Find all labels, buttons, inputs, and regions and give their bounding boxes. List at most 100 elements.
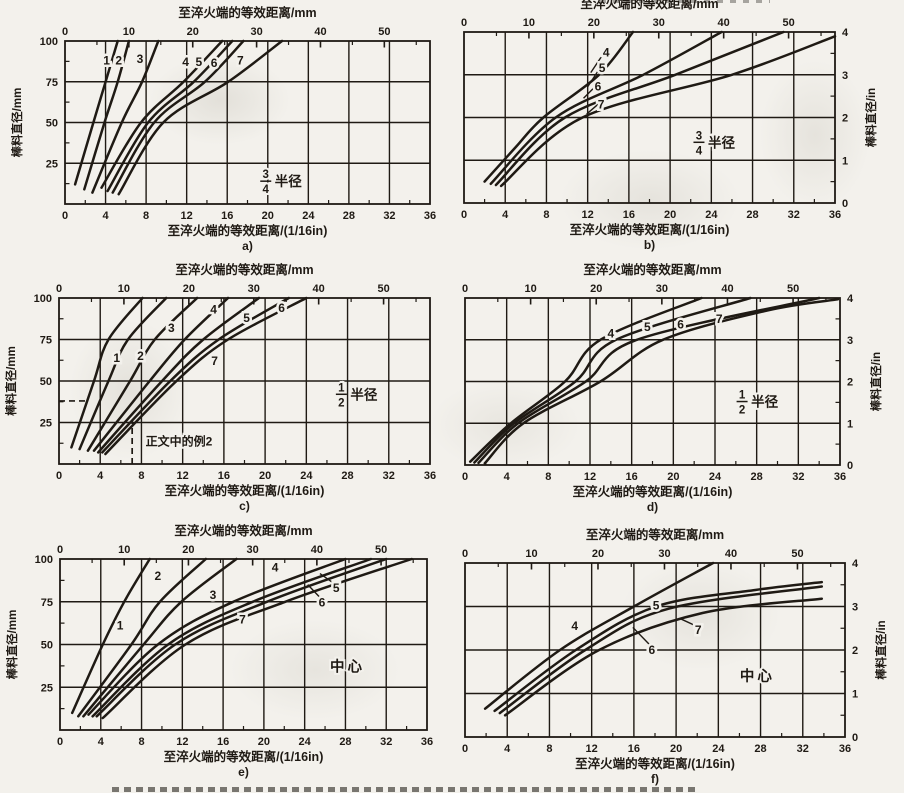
region-fraction-numerator: 3 xyxy=(696,130,702,142)
x-top-tick-label: 10 xyxy=(118,283,130,295)
x-top-tick-label: 50 xyxy=(375,544,387,556)
x-bottom-tick-label: 12 xyxy=(181,210,193,222)
x-bottom-tick-label: 24 xyxy=(300,470,313,482)
x-bottom-axis-title: 至淬火端的等效距离/(1/16in) xyxy=(575,756,735,771)
x-top-tick-label: 50 xyxy=(787,283,799,295)
region-fraction-numerator: 1 xyxy=(739,390,746,402)
curve-label: 6 xyxy=(648,643,655,657)
curve-label-leader xyxy=(680,618,699,628)
curve-label-leader xyxy=(319,572,337,586)
x-top-axis-title: 至淬火端的等效距离/mm xyxy=(175,262,313,277)
x-top-tick-label: 40 xyxy=(313,283,325,295)
x-bottom-tick-label: 32 xyxy=(380,736,392,748)
cropped-topline-strip xyxy=(600,0,770,3)
curve-3 xyxy=(86,296,199,452)
curve-1 xyxy=(70,296,144,449)
curve-label: 7 xyxy=(716,312,723,326)
x-top-tick-label: 40 xyxy=(314,26,326,38)
x-bottom-tick-label: 8 xyxy=(545,471,551,483)
curve-6 xyxy=(498,585,824,715)
x-bottom-tick-label: 8 xyxy=(143,210,149,222)
y-tick-label: 75 xyxy=(40,335,52,347)
x-bottom-axis-title: 至淬火端的等效距离/(1/16in) xyxy=(168,223,328,238)
x-bottom-tick-label: 16 xyxy=(626,471,638,483)
x-bottom-tick-label: 20 xyxy=(664,209,676,221)
y-tick-label: 100 xyxy=(35,554,53,566)
example-annotation-text: 正文中的例2 xyxy=(146,434,213,449)
y-tick-label: 50 xyxy=(41,640,53,652)
curve-label: 6 xyxy=(595,80,602,94)
x-bottom-tick-label: 20 xyxy=(258,736,270,748)
chart-a-three-quarter-radius: 0 10 20 30 40 50 0 4 8 12 16 20 24 28 32 36 25 50 75 100 至淬火… xyxy=(0,0,452,258)
curve-label: 1 xyxy=(113,351,120,365)
chart-b-three-quarter-radius: 0 10 20 30 40 50 0 4 8 12 16 20 24 28 32 36 0 1 2 3 4 至淬火端的等效… xyxy=(452,0,904,258)
x-bottom-axis-title: 至淬火端的等效距离/(1/16in) xyxy=(573,484,733,499)
region-fraction-denominator: 4 xyxy=(696,145,703,157)
chart-d-svg: 0 10 20 30 40 500 4 8 12 16 20 24 28 32 3601234至淬火端的等效… xyxy=(462,262,883,514)
x-bottom-tick-label: 36 xyxy=(424,210,436,222)
x-bottom-axis-title: 至淬火端的等效距离/(1/16in) xyxy=(570,222,730,237)
x-bottom-tick-label: 0 xyxy=(62,210,68,222)
x-bottom-tick-label: 12 xyxy=(176,736,188,748)
x-bottom-tick-label: 20 xyxy=(670,743,682,755)
curve-4 xyxy=(100,39,224,189)
y-axis-title: 棒料直径/mm xyxy=(5,610,19,680)
y-tick-label: 0 xyxy=(842,198,848,210)
x-top-axis-title: 至淬火端的等效距离/mm xyxy=(174,523,312,538)
y-tick-label: 50 xyxy=(40,376,52,388)
curve-label: 3 xyxy=(210,588,217,602)
y-tick-label: 3 xyxy=(852,602,858,614)
x-bottom-tick-label: 32 xyxy=(797,743,809,755)
curve-label: 3 xyxy=(137,52,144,66)
x-top-tick-label: 30 xyxy=(248,283,260,295)
curve-4 xyxy=(87,557,347,716)
x-bottom-tick-label: 36 xyxy=(839,743,851,755)
chart-e-center: 0 10 20 30 40 50 0 4 8 12 16 20 24 28 32 36 25 50 75 100 至淬火… xyxy=(0,520,452,793)
x-top-tick-label: 40 xyxy=(718,17,730,29)
x-bottom-tick-label: 4 xyxy=(102,210,109,222)
x-bottom-tick-label: 0 xyxy=(461,209,467,221)
x-bottom-tick-label: 32 xyxy=(788,209,800,221)
chart-sublabel: c) xyxy=(239,499,250,513)
x-bottom-tick-label: 20 xyxy=(259,470,271,482)
x-top-axis-title: 至淬火端的等效距离/mm xyxy=(583,262,721,277)
x-top-tick-label: 40 xyxy=(721,283,733,295)
curve-4 xyxy=(483,30,635,183)
x-bottom-tick-label: 4 xyxy=(97,470,104,482)
region-fraction-numerator: 1 xyxy=(338,382,345,394)
x-bottom-tick-label: 4 xyxy=(504,743,511,755)
region-fraction-numerator: 3 xyxy=(263,169,269,181)
x-top-axis-title: 至淬火端的等效距离/mm xyxy=(586,527,724,542)
curve-label: 5 xyxy=(599,61,606,75)
curve-label: 5 xyxy=(653,599,660,613)
x-top-tick-label: 50 xyxy=(791,548,803,560)
curve-5 xyxy=(96,296,261,454)
curve-6 xyxy=(477,296,821,465)
curve-label: 7 xyxy=(695,623,702,637)
curve-label: 3 xyxy=(168,321,175,335)
x-bottom-tick-label: 12 xyxy=(584,471,596,483)
curve-label: 7 xyxy=(237,54,244,68)
x-top-tick-label: 20 xyxy=(590,283,602,295)
curve-label-leader xyxy=(632,626,653,648)
y-tick-label: 3 xyxy=(842,70,848,82)
x-top-tick-label: 20 xyxy=(592,548,604,560)
x-bottom-tick-label: 20 xyxy=(667,471,679,483)
chart-c-svg: 0 10 20 30 40 500 4 8 12 16 20 24 28 32 36255075100至淬火… xyxy=(4,262,436,513)
y-axis-title: 棒料直径/in xyxy=(874,620,888,679)
region-label-text: 半径 xyxy=(708,134,735,150)
curve-label: 4 xyxy=(571,619,578,633)
curve-2 xyxy=(77,557,208,718)
curve-label: 6 xyxy=(677,317,684,331)
x-top-axis-title: 至淬火端的等效距离/mm xyxy=(178,5,316,20)
x-bottom-tick-label: 28 xyxy=(341,470,353,482)
x-bottom-tick-label: 16 xyxy=(221,210,233,222)
x-bottom-tick-label: 36 xyxy=(829,209,841,221)
x-bottom-tick-label: 32 xyxy=(383,210,395,222)
x-bottom-tick-label: 20 xyxy=(262,210,274,222)
x-bottom-axis-title: 至淬火端的等效距离/(1/16in) xyxy=(165,483,325,498)
curve-5 xyxy=(106,39,234,193)
curve-2 xyxy=(83,39,131,191)
y-tick-label: 4 xyxy=(847,293,854,305)
x-top-tick-label: 10 xyxy=(524,283,536,295)
